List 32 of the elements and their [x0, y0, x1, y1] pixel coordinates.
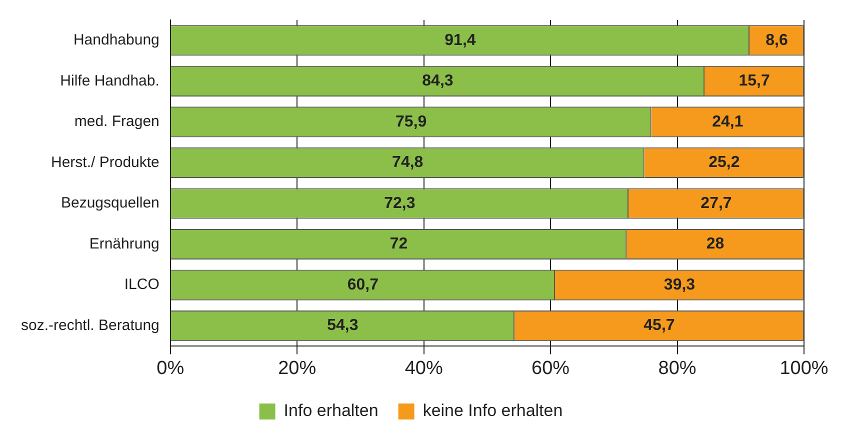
legend-label: Info erhalten: [284, 401, 378, 420]
data-label: 74,8: [392, 154, 424, 172]
y-tick-label: Bezugsquellen: [60, 194, 160, 212]
y-tick-label: Handhabung: [73, 32, 160, 49]
x-tick-label: 80%: [658, 358, 696, 379]
y-tick-label: med. Fragen: [74, 113, 160, 130]
legend-label: keine Info erhalten: [422, 401, 563, 420]
data-label: 84,3: [422, 72, 454, 90]
data-label: 25,2: [708, 154, 740, 172]
x-tick-label: 20%: [278, 358, 316, 379]
data-label: 72: [390, 236, 408, 253]
x-tick-label: 0%: [156, 358, 184, 379]
y-tick-label: ILCO: [124, 276, 160, 294]
data-label: 15,7: [738, 72, 770, 90]
data-label: 39,3: [664, 276, 696, 294]
data-label: 27,7: [700, 194, 732, 212]
data-label: 60,7: [347, 276, 379, 294]
y-tick-label: Hilfe Handhab.: [60, 72, 160, 90]
y-tick-label: soz.-rechtl. Beratung: [20, 316, 160, 334]
data-label: 54,3: [327, 317, 358, 334]
data-label: 8,6: [766, 32, 788, 49]
x-tick-label: 60%: [532, 358, 570, 379]
data-label: 75,9: [396, 113, 427, 130]
data-label: 28: [706, 236, 724, 253]
data-label: 91,4: [444, 32, 476, 49]
x-tick-label: 40%: [404, 358, 443, 379]
data-label: 24,1: [712, 113, 744, 130]
data-label: 72,3: [384, 194, 416, 212]
y-tick-label: Herst./ Produkte: [51, 154, 160, 171]
x-tick-label: 100%: [780, 358, 828, 379]
y-tick-label: Ernährung: [89, 235, 160, 252]
data-label: 45,7: [644, 317, 675, 334]
